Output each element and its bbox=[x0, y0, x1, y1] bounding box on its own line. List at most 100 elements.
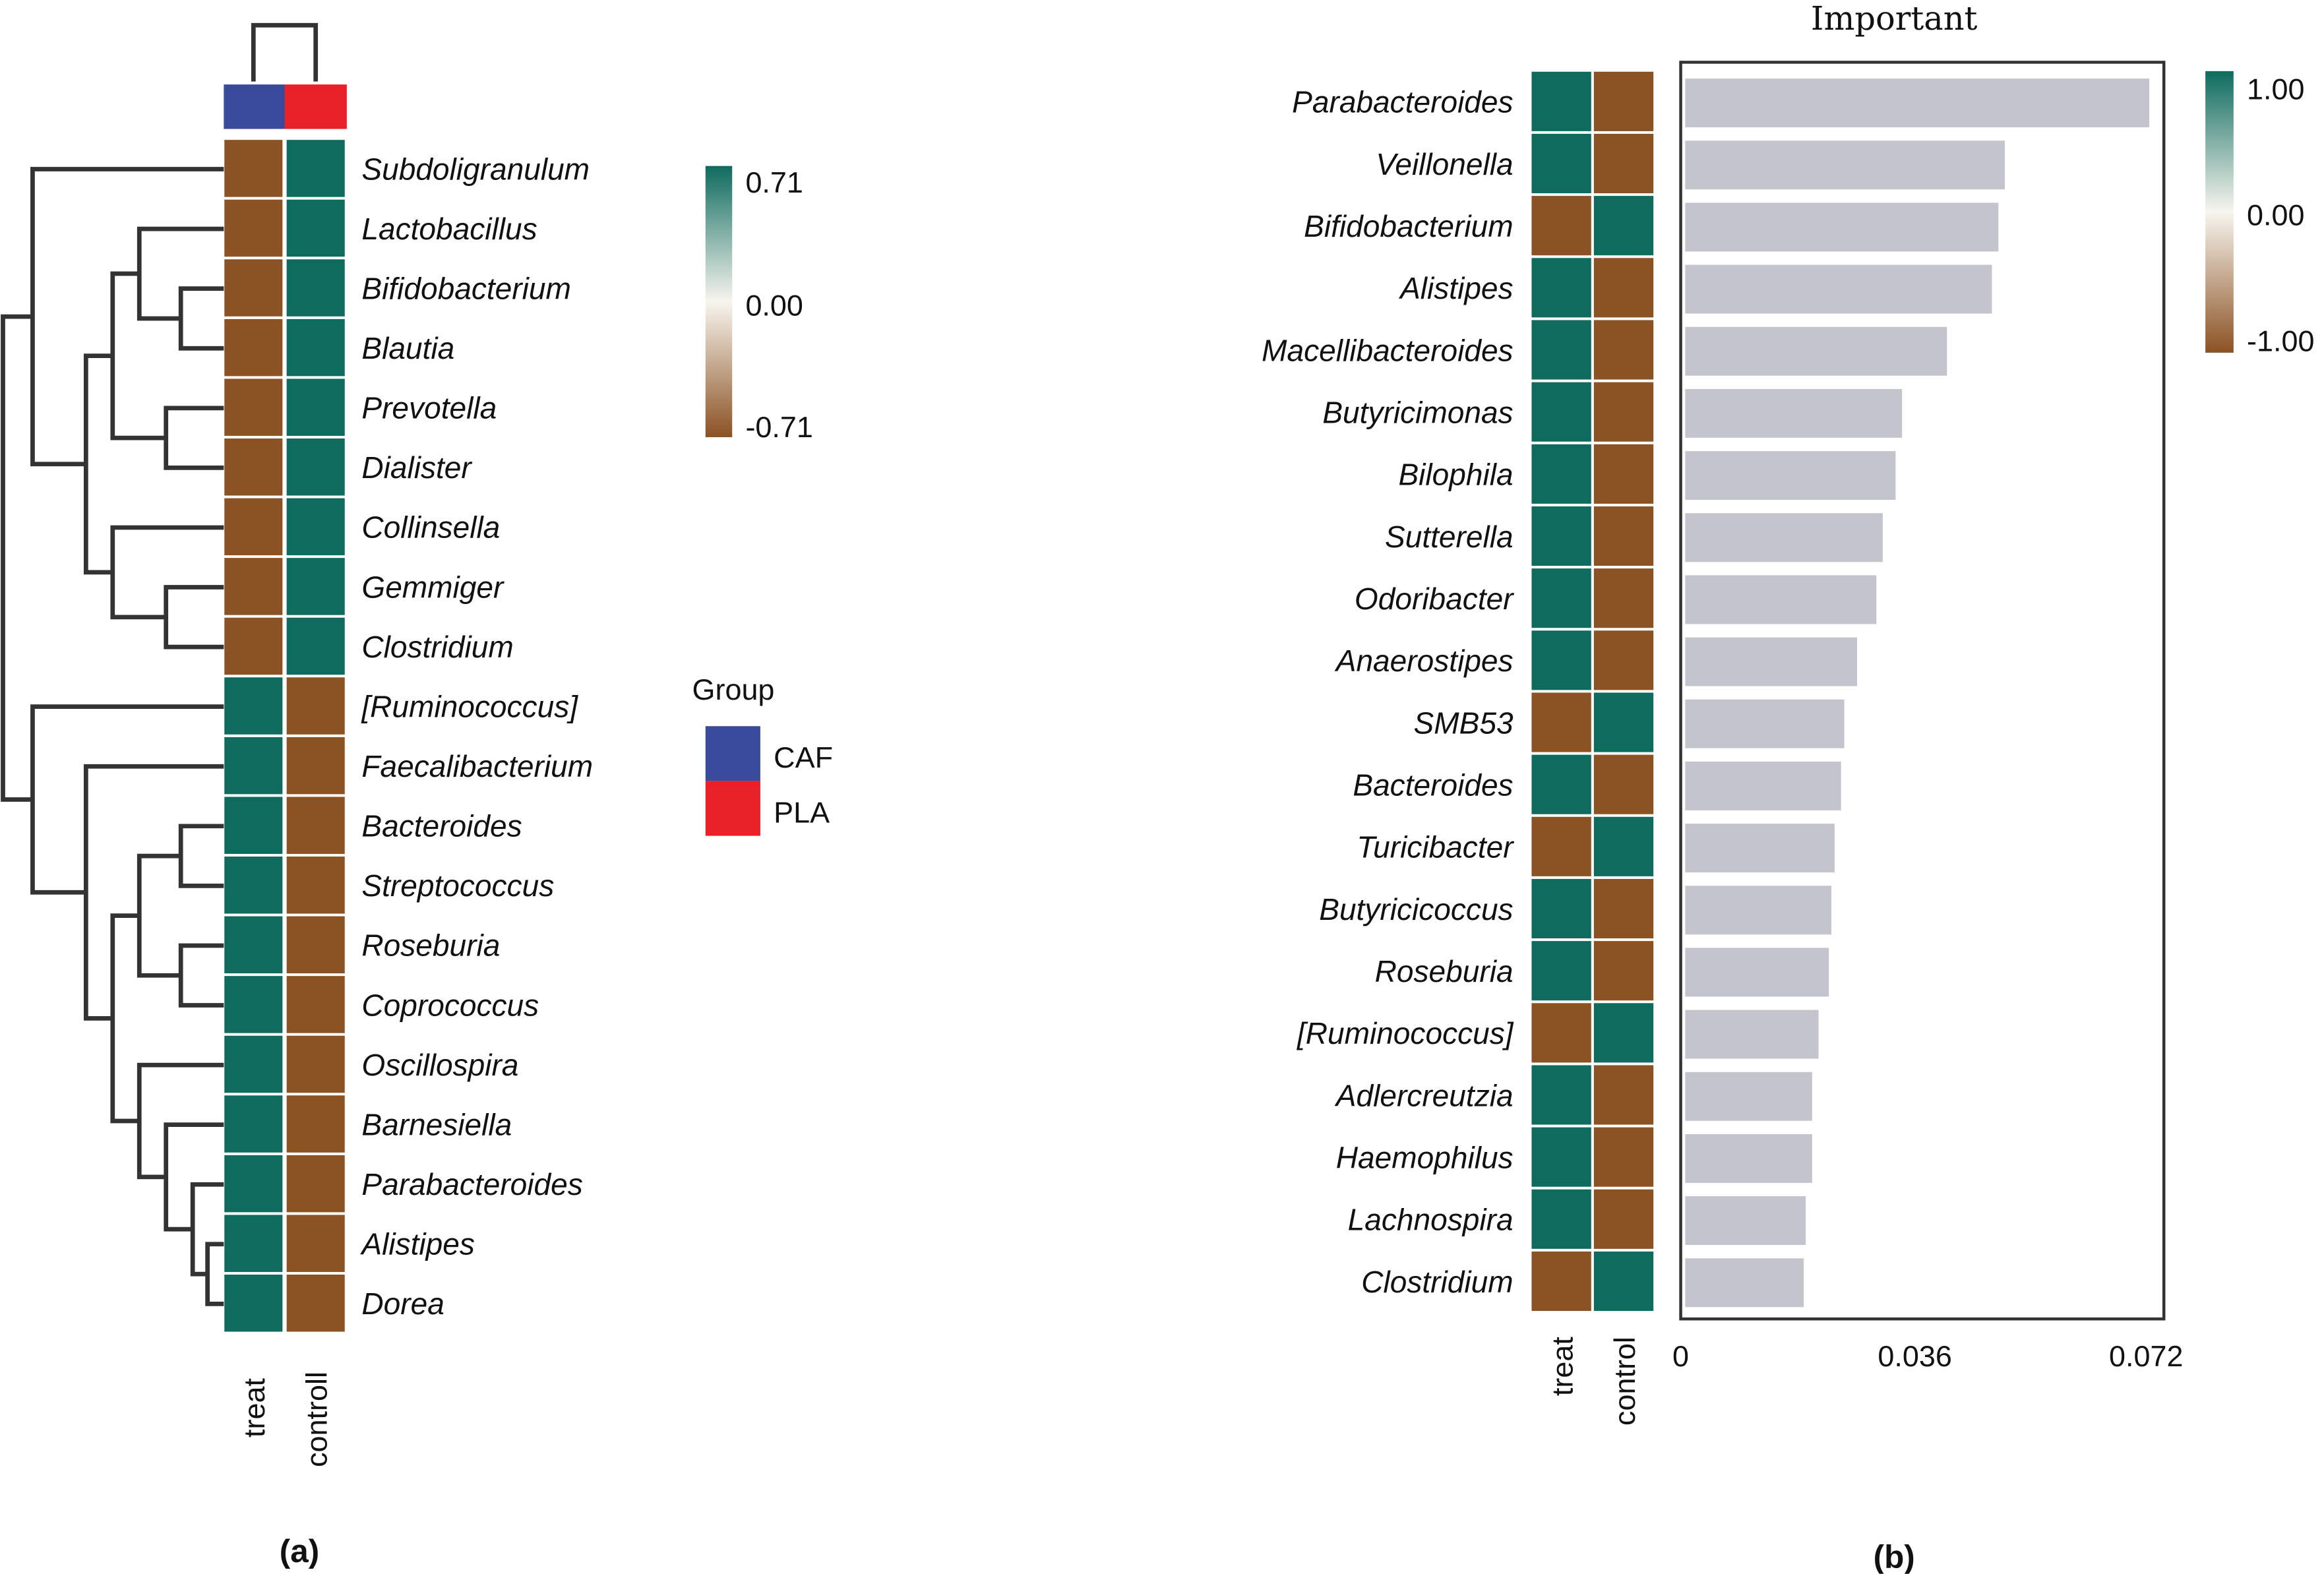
legend-label-pla: PLA bbox=[774, 795, 830, 829]
legend-swatch-pla bbox=[705, 781, 760, 836]
heatmap-cell bbox=[1530, 1250, 1593, 1312]
heatmap-cell bbox=[223, 437, 284, 497]
heatmap-cell bbox=[1593, 70, 1655, 133]
column-label: treat bbox=[1545, 1337, 1579, 1396]
importance-bar bbox=[1685, 886, 1832, 935]
heatmap-cell bbox=[1593, 753, 1655, 816]
importance-bar bbox=[1685, 264, 1992, 314]
heatmap-cell bbox=[1530, 1002, 1593, 1064]
heatmap-cell bbox=[1530, 380, 1593, 443]
heatmap-cell bbox=[285, 497, 346, 557]
importance-bar bbox=[1685, 948, 1829, 997]
heatmap-cell bbox=[1530, 878, 1593, 940]
category-label: Haemophilus bbox=[1336, 1141, 1514, 1175]
category-label: Bifidobacterium bbox=[1304, 209, 1513, 243]
x-tick-label: 0 bbox=[1672, 1339, 1689, 1373]
row-label: Subdoligranulum bbox=[361, 152, 590, 186]
heatmap-cell bbox=[223, 795, 284, 855]
row-label: Prevotella bbox=[361, 391, 497, 425]
row-label: Dorea bbox=[361, 1286, 444, 1321]
importance-bar bbox=[1685, 140, 2005, 190]
heatmap-cell bbox=[1530, 195, 1593, 257]
category-label: Alistipes bbox=[1398, 271, 1514, 305]
group-bar-pla bbox=[284, 84, 347, 129]
heatmap-cell bbox=[223, 975, 284, 1035]
heatmap-cell bbox=[1530, 257, 1593, 319]
colorbar-b-tick: 0.00 bbox=[2247, 198, 2304, 232]
heatmap-cell bbox=[223, 138, 284, 198]
importance-bar bbox=[1685, 388, 1903, 438]
heatmap-cell bbox=[285, 915, 346, 975]
category-label: Bacteroides bbox=[1353, 768, 1513, 802]
x-tick-label: 0.036 bbox=[1878, 1339, 1951, 1373]
heatmap-cell bbox=[285, 975, 346, 1035]
category-label: Veillonella bbox=[1376, 147, 1513, 181]
heatmap-cell bbox=[1530, 1188, 1593, 1250]
heatmap-cell bbox=[223, 557, 284, 617]
heatmap-cell bbox=[223, 915, 284, 975]
importance-bar bbox=[1685, 78, 2150, 128]
category-label: Lachnospira bbox=[1348, 1203, 1514, 1237]
heatmap-cell bbox=[1593, 318, 1655, 381]
category-label: Sutterella bbox=[1385, 520, 1514, 554]
heatmap-cell bbox=[223, 377, 284, 437]
plot-frame bbox=[1679, 61, 2166, 1321]
heatmap-cell bbox=[1593, 442, 1655, 505]
row-label: Parabacteroides bbox=[361, 1167, 582, 1201]
legend-label-caf: CAF bbox=[774, 741, 833, 774]
row-label: Faecalibacterium bbox=[361, 749, 593, 783]
category-label: Butyricimonas bbox=[1322, 396, 1513, 430]
colorbar-a-tick: 0.71 bbox=[745, 166, 803, 199]
heatmap-cell bbox=[285, 616, 346, 677]
heatmap-cell bbox=[223, 1213, 284, 1273]
column-dendrogram bbox=[251, 22, 319, 82]
colorbar-b bbox=[2205, 71, 2234, 353]
heatmap-cell bbox=[285, 258, 346, 318]
heatmap-cell bbox=[1593, 1188, 1655, 1250]
column-label: control bbox=[1608, 1337, 1641, 1426]
importance-bar bbox=[1685, 326, 1947, 376]
heatmap-cell bbox=[1530, 567, 1593, 630]
panel-label-b: (b) bbox=[1874, 1539, 1915, 1574]
colorbar-b-tick: -1.00 bbox=[2247, 324, 2314, 358]
heatmap-cell bbox=[1593, 691, 1655, 754]
importance-bar bbox=[1685, 1258, 1804, 1308]
colorbar-a-tick: 0.00 bbox=[745, 289, 803, 322]
importance-bar bbox=[1685, 451, 1896, 500]
heatmap-cell bbox=[285, 377, 346, 437]
heatmap-cell bbox=[1593, 1126, 1655, 1188]
heatmap-cell bbox=[1530, 1126, 1593, 1188]
heatmap-cell bbox=[285, 1094, 346, 1154]
importance-bar bbox=[1685, 575, 1877, 624]
row-label: Bifidobacterium bbox=[361, 271, 570, 305]
row-label: Lactobacillus bbox=[361, 212, 537, 246]
heatmap-cell bbox=[1530, 691, 1593, 754]
group-bar-caf bbox=[224, 84, 285, 129]
heatmap-cell bbox=[1593, 380, 1655, 443]
category-label: Adlercreutzia bbox=[1334, 1078, 1514, 1112]
heatmap-cell bbox=[285, 198, 346, 258]
importance-bar bbox=[1685, 1010, 1819, 1059]
importance-bar bbox=[1685, 824, 1835, 873]
row-dendrogram bbox=[1, 167, 224, 1306]
row-label: Dialister bbox=[361, 450, 472, 485]
importance-bar bbox=[1685, 1134, 1812, 1183]
heatmap-cell bbox=[223, 318, 284, 378]
heatmap-cell bbox=[285, 437, 346, 497]
heatmap-cell bbox=[1593, 257, 1655, 319]
heatmap-cell bbox=[223, 736, 284, 796]
row-label: Oscillospira bbox=[361, 1048, 518, 1082]
heatmap-cell bbox=[285, 1034, 346, 1095]
heatmap-cell bbox=[223, 676, 284, 736]
row-label: Blautia bbox=[361, 331, 454, 365]
category-label: Roseburia bbox=[1375, 954, 1514, 988]
heatmap-cell bbox=[285, 138, 346, 198]
heatmap-cell bbox=[1593, 505, 1655, 567]
heatmap-cell bbox=[285, 855, 346, 915]
heatmap-cell bbox=[1530, 753, 1593, 816]
heatmap-cell bbox=[1530, 505, 1593, 567]
category-label: SMB53 bbox=[1414, 706, 1514, 740]
category-label: Macellibacteroides bbox=[1262, 333, 1513, 367]
heatmap-cell bbox=[223, 1154, 284, 1214]
